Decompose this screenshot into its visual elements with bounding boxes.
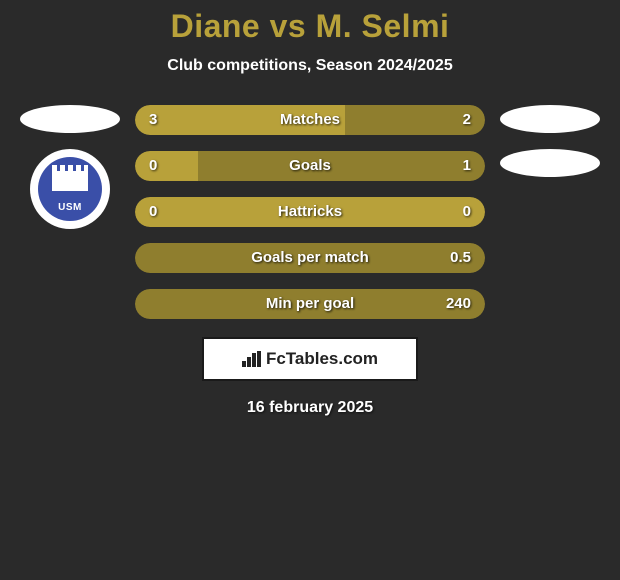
stat-label: Goals per match — [135, 243, 485, 273]
left-player-col: USM — [15, 105, 125, 229]
club-badge-right — [500, 149, 600, 177]
page-title: Diane vs M. Selmi — [171, 8, 450, 45]
stat-bar-goals-per-match: 0.5Goals per match — [135, 243, 485, 273]
stats-bars: 32Matches 01Goals 00Hattricks 0.5Goals per … — [135, 105, 485, 319]
right-player-col — [495, 105, 605, 177]
stat-bar-min-per-goal: 240Min per goal — [135, 289, 485, 319]
subtitle: Club competitions, Season 2024/2025 — [167, 57, 452, 75]
club-abbr-left: USM — [38, 202, 102, 213]
stat-label: Hattricks — [135, 197, 485, 227]
chart-icon — [242, 351, 262, 367]
player-photo-right — [500, 105, 600, 133]
player-photo-left — [20, 105, 120, 133]
stat-label: Goals — [135, 151, 485, 181]
brand-text: FcTables.com — [266, 349, 378, 369]
club-badge-left: USM — [30, 149, 110, 229]
comparison-widget: Diane vs M. Selmi Club competitions, Sea… — [0, 0, 620, 417]
stat-label: Matches — [135, 105, 485, 135]
stat-label: Min per goal — [135, 289, 485, 319]
main-row: USM 32Matches 01Goals 00Hattricks 0.5Goals … — [10, 105, 610, 319]
generated-date: 16 february 2025 — [247, 399, 373, 417]
stat-bar-matches: 32Matches — [135, 105, 485, 135]
stat-bar-goals: 01Goals — [135, 151, 485, 181]
stat-bar-hattricks: 00Hattricks — [135, 197, 485, 227]
brand-link[interactable]: FcTables.com — [202, 337, 418, 381]
